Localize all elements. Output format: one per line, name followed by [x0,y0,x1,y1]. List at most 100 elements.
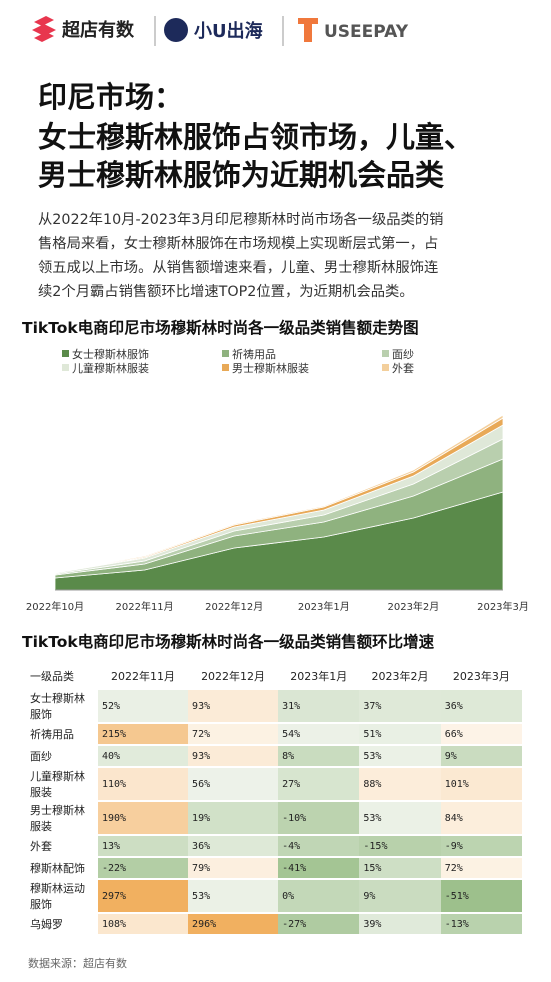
value-cell: 53% [359,746,441,766]
category-cell: 面纱 [30,750,52,763]
description: 从2022年10月-2023年3月印尼穆斯林时尚市场各一级品类的销 [38,212,444,228]
logo-icon [32,16,56,42]
x-tick-label: 2023年1月 [298,600,350,613]
description: 领五成以上市场。从销售额增速来看，儿童、男士穆斯林服饰连 [38,260,439,276]
value-cell: 110% [98,768,189,800]
header-row: 一级品类 2022年11月 2022年12月 2023年1月 2023年2月 2023年3… [26,664,522,688]
category-cell: 外套 [30,840,52,853]
category-cell: 穆斯林运动服饰 [30,882,85,911]
header-cell: 2023年2月 [371,670,429,683]
value-cell: -27% [278,914,360,934]
table-title: TikTok电商印尼市场穆斯林时尚各一级品类销售额环比增速 [22,633,435,651]
value-cell: -41% [278,858,360,878]
value-cell: 27% [278,768,360,800]
category-cell: 女士穆斯林服饰 [30,692,85,721]
value-cell: 72% [188,724,279,744]
value-cell: 72% [440,858,522,878]
value-cell: -13% [440,914,522,934]
title: 女士穆斯林服饰占领市场，儿童、 [38,120,474,154]
value-cell: 51% [359,724,441,744]
x-tick-label: 2022年10月 [26,600,84,613]
value-cell: 84% [440,802,522,834]
category-cell: 穆斯林配饰 [30,862,85,875]
table-row: 儿童穆斯林服装 110% 56% 27% 88% 101% [26,768,522,800]
legend-label: 儿童穆斯林服装 [72,361,149,375]
description: 续2个月霸占销售额环比增速TOP2位置，为近期机会品类。 [38,284,414,300]
value-cell: 36% [188,836,279,856]
logo-icon [164,18,188,42]
legend-label: 女士穆斯林服饰 [72,347,149,361]
value-cell: 39% [359,914,441,934]
area [54,414,504,573]
value-cell: 19% [188,802,279,834]
legend-swatch [382,350,389,357]
value-cell: 40% [98,746,189,766]
category-cell: 男士穆斯林服装 [30,804,85,833]
value-cell: 101% [440,768,522,800]
table-row: 穆斯林配饰 -22% 79% -41% 15% 72% [26,858,522,878]
value-cell: 36% [440,690,522,722]
value-cell: 15% [359,858,441,878]
legend-label: 面纱 [392,348,414,361]
brand: 超店有数 [62,19,135,41]
title: 印尼市场： [38,80,184,114]
legend-swatch [62,350,69,357]
value-cell: 53% [188,880,279,912]
table-row: 穆斯林运动服饰 297% 53% 0% 9% -51% [26,880,522,912]
logo-icon [298,18,318,42]
table-row: 祈祷用品 215% 72% 54% 51% 66% [26,724,522,744]
table-row: 男士穆斯林服装 190% 19% -10% 53% 84% [26,802,522,834]
value-cell: 108% [98,914,189,934]
legend-label: 男士穆斯林服装 [232,361,309,375]
header-cell: 2022年12月 [201,670,266,683]
header: 超店有数 小U出海 USEEPAY [32,16,409,46]
value-cell: 296% [188,914,279,934]
category-cell: 乌姆罗 [30,918,63,931]
table: 一级品类 2022年11月 2022年12月 2023年1月 2023年2月 2023年3… [26,662,522,936]
value-cell: 9% [359,880,441,912]
table-row: 面纱 40% 93% 8% 53% 9% [26,746,522,766]
value-cell: -15% [359,836,441,856]
category-cell: 祈祷用品 [30,728,74,741]
value-cell: -4% [278,836,360,856]
brand: 小U出海 [194,20,263,42]
value-cell: 88% [359,768,441,800]
title: 男士穆斯林服饰为近期机会品类 [38,158,445,192]
legend-swatch [222,350,229,357]
legend-swatch [382,364,389,371]
x-tick-label: 2022年11月 [116,600,174,613]
value-cell: 54% [278,724,360,744]
header-cell: 一级品类 [30,670,74,683]
value-cell: 215% [98,724,189,744]
value-cell: -10% [278,802,360,834]
value-cell: -22% [98,858,189,878]
value-cell: 66% [440,724,522,744]
x-tick-label: 2022年12月 [205,600,263,613]
value-cell: 53% [359,802,441,834]
value-cell: -9% [440,836,522,856]
category-cell: 儿童穆斯林服装 [30,770,85,799]
chart-title: TikTok电商印尼市场穆斯林时尚各一级品类销售额走势图 [22,319,419,337]
value-cell: 31% [278,690,360,722]
value-cell: 56% [188,768,279,800]
value-cell: 297% [98,880,189,912]
value-cell: 93% [188,746,279,766]
source: 数据来源：超店有数 [28,957,127,970]
x-tick-label: 2023年3月 [477,600,529,613]
value-cell: -51% [440,880,522,912]
value-cell: 0% [278,880,360,912]
value-cell: 37% [359,690,441,722]
value-cell: 13% [98,836,189,856]
table-row: 乌姆罗 108% 296% -27% 39% -13% [26,914,522,934]
header-cell: 2023年1月 [290,670,348,683]
legend-swatch [222,364,229,371]
value-cell: 9% [440,746,522,766]
legend-swatch [62,364,69,371]
value-cell: 52% [98,690,189,722]
value-cell: 190% [98,802,189,834]
value-cell: 93% [188,690,279,722]
header-cell: 2022年11月 [111,670,176,683]
value-cell: 79% [188,858,279,878]
